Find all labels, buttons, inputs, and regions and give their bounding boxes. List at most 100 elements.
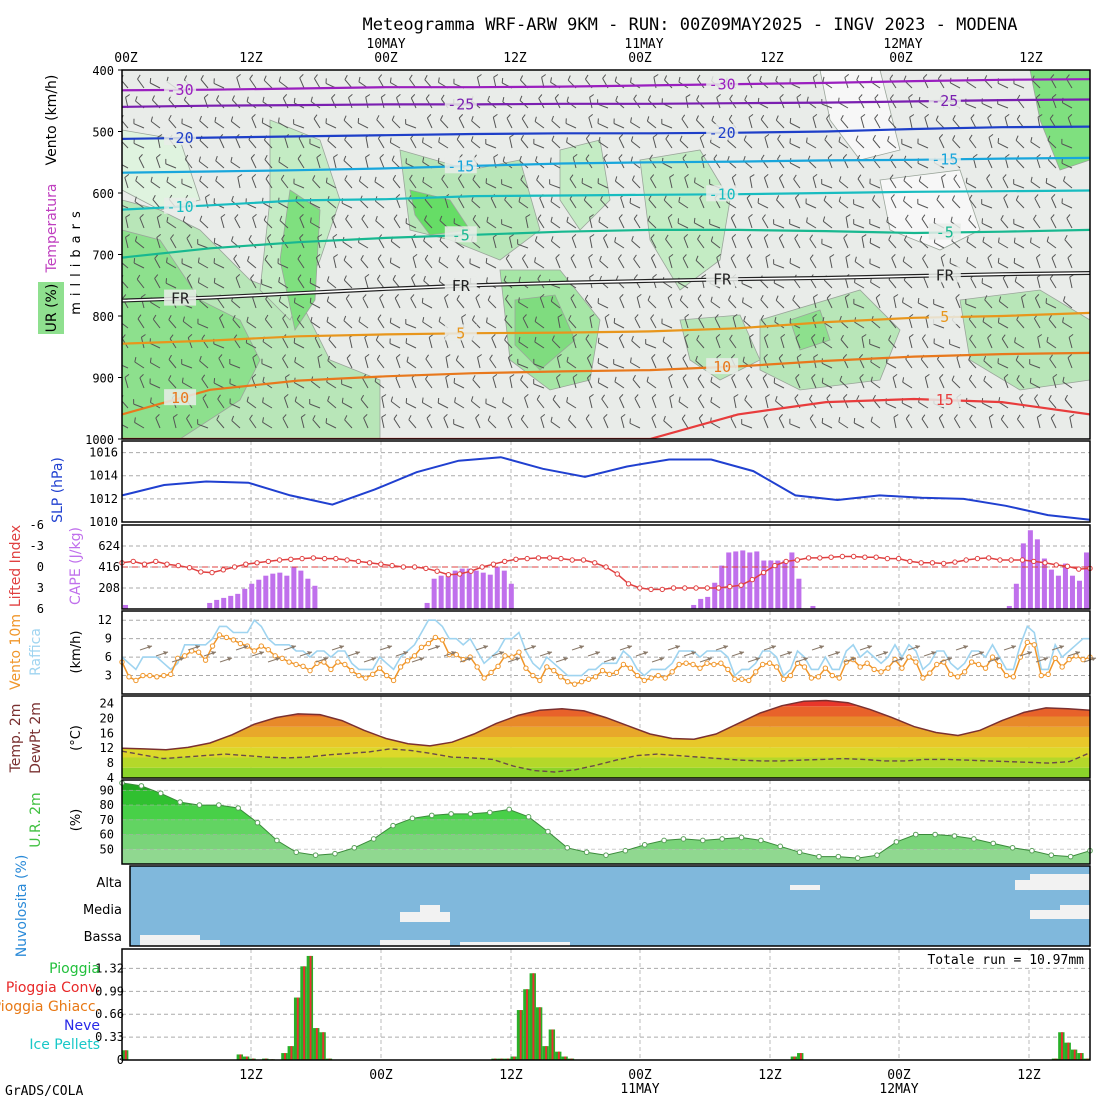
wind-barb — [1013, 83, 1025, 89]
wind-barb-flag — [874, 114, 879, 119]
wind-barb — [135, 240, 145, 249]
wind-direction-arrowhead — [451, 651, 456, 655]
wind-barb-flag — [1014, 337, 1016, 343]
wind-barb — [390, 400, 401, 409]
wind-point — [133, 677, 139, 684]
wind-direction-arrowhead — [1059, 645, 1064, 649]
wind-barb — [924, 377, 929, 389]
wind-barb — [925, 317, 929, 329]
wind-barb-flag — [684, 314, 690, 318]
lifted-index-point — [659, 586, 665, 593]
bottom-time-tick: 00Z — [369, 1068, 393, 1083]
lifted-index-point — [1019, 557, 1026, 563]
wind-barb — [908, 337, 913, 349]
lifted-index-point — [592, 560, 598, 566]
wind-barb — [647, 220, 657, 229]
wind-barb-flag — [139, 374, 144, 379]
wind-barb — [821, 243, 833, 249]
wind-barb — [181, 363, 193, 369]
wind-barb-flag — [182, 316, 185, 322]
wind-barb — [198, 282, 209, 289]
wind-barb-flag — [822, 316, 825, 323]
humidity-point — [661, 837, 667, 844]
wind-barb — [933, 323, 945, 329]
wind-barb — [309, 403, 321, 409]
wind-barb — [987, 337, 993, 349]
wind-barb-flag — [667, 294, 673, 299]
wind-barb — [1052, 377, 1057, 389]
wind-barb — [759, 279, 769, 289]
wind-barb — [556, 357, 561, 369]
wind-barb — [1050, 417, 1057, 429]
wind-barb — [279, 220, 289, 229]
wind-barb — [489, 358, 497, 369]
wind-barb — [439, 240, 449, 249]
wind-barb-flag — [749, 174, 755, 178]
lifted-index-point — [715, 585, 722, 591]
wind-barb-flag — [589, 234, 595, 238]
wind-barb-flag — [731, 374, 736, 379]
wind-barb-flag — [1013, 237, 1016, 243]
wind-barb-flag — [282, 314, 287, 319]
wind-barb — [234, 218, 241, 229]
wind-barb — [682, 377, 689, 389]
wind-barb-flag — [475, 414, 480, 419]
wind-point — [899, 665, 905, 671]
wind-barb — [1021, 297, 1025, 309]
wind-barb-flag — [664, 75, 668, 81]
wind-barb-flag — [743, 156, 746, 162]
wind-barb-flag — [838, 417, 841, 423]
wind-barb-flag — [364, 273, 370, 278]
wind-barb — [731, 237, 737, 249]
wind-barb-flag — [569, 174, 574, 180]
wind-barb — [729, 338, 737, 349]
li-tick: 3 — [37, 581, 44, 595]
wind-barb — [326, 300, 337, 309]
lifted-index-point — [254, 560, 260, 566]
wind-barb — [631, 240, 641, 249]
wind-barb-flag — [551, 335, 555, 341]
precip-conv-bar — [799, 1053, 802, 1060]
wind-barb — [309, 282, 321, 289]
wind-barb-flag — [125, 94, 130, 98]
humidity-point — [1067, 853, 1074, 860]
dewpoint-axis-label: DewPt 2m — [28, 702, 44, 774]
wind-barb — [549, 183, 561, 189]
wind-barb — [155, 157, 161, 169]
wind-direction-arrowhead — [563, 657, 568, 661]
wind-barb-flag — [821, 417, 824, 424]
wind-point — [578, 679, 585, 685]
wind-tick: 9 — [105, 632, 112, 646]
wind-barb-flag — [1016, 414, 1021, 420]
wind-point — [766, 660, 773, 666]
wind-barb — [187, 337, 193, 349]
wind-barb — [869, 263, 881, 269]
wind-direction-arrowhead — [323, 657, 328, 661]
wind-barb — [1069, 417, 1073, 429]
wind-barb — [743, 139, 753, 149]
wind-barb — [679, 140, 689, 149]
wind-barb-flag — [694, 177, 696, 183]
wind-barb-flag — [584, 74, 589, 80]
wind-barb-flag — [939, 374, 944, 379]
cape-bar — [424, 602, 430, 609]
wind-barb — [697, 378, 705, 389]
wind-barb-flag — [889, 174, 894, 179]
wind-barb — [232, 319, 241, 329]
wind-barb — [902, 260, 913, 269]
wind-point — [975, 661, 982, 668]
wind-barb-flag — [365, 154, 370, 158]
precip-conv-bar — [245, 1056, 248, 1060]
wind-barb-flag — [122, 334, 126, 339]
wind-barb — [326, 182, 337, 189]
wind-point — [683, 660, 689, 666]
cloud-cover-block — [790, 885, 820, 890]
humidity-axis-label: U.R. 2m — [28, 792, 44, 847]
wind-barb-flag — [118, 158, 119, 163]
wind-barb-flag — [619, 334, 624, 339]
isotherm-label: -15 — [931, 150, 958, 168]
humidity-point — [196, 802, 203, 808]
wind-point — [126, 674, 132, 680]
isotherm-line — [122, 78, 1090, 92]
wind-barb — [535, 240, 545, 249]
